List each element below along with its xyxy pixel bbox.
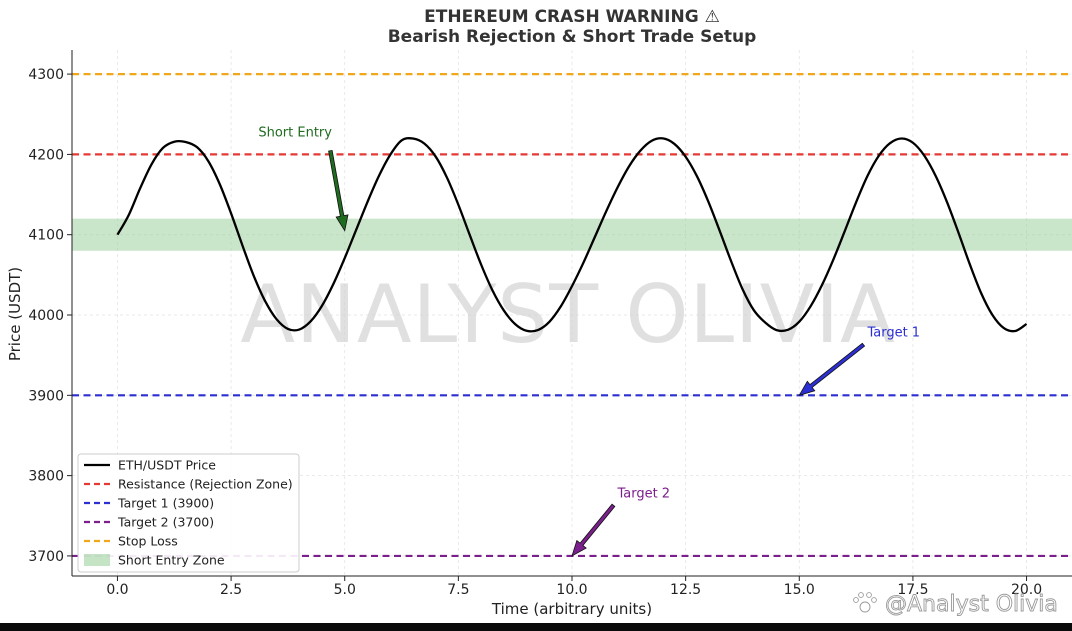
corner-watermark: @Analyst Olivia xyxy=(853,592,1058,617)
legend-label-0: ETH/USDT Price xyxy=(118,458,216,473)
y-tick-label-1: 3800 xyxy=(28,469,64,485)
legend: ETH/USDT Price Resistance (Rejection Zone… xyxy=(77,453,300,573)
hline-layer xyxy=(72,72,1072,558)
x-tick-label-7: 17.5 xyxy=(897,582,928,598)
legend-label-3: Target 2 (3700) xyxy=(117,515,214,530)
chart-title: ETHEREUM CRASH WARNING ⚠ xyxy=(424,7,720,27)
annotation-label-1: Target 1 xyxy=(866,326,920,341)
axes-layer: 0.0 2.5 5.0 7.5 10.0 12.5 15.0 17.5 20.0 3700 3800… xyxy=(28,50,1072,598)
annotation-label-2: Target 2 xyxy=(616,486,670,501)
bottom-bar xyxy=(0,623,1072,631)
corner-watermark-text: @Analyst Olivia xyxy=(885,592,1058,617)
x-tick-label-2: 5.0 xyxy=(334,582,356,598)
x-axis-label: Time (arbitrary units) xyxy=(491,600,652,618)
line-layer xyxy=(116,137,1028,333)
legend-label-5: Short Entry Zone xyxy=(118,553,225,568)
x-tick-label-6: 15.0 xyxy=(784,582,815,598)
paw-logo-icon xyxy=(853,592,877,613)
eth-price-line xyxy=(116,137,1028,333)
x-tick-label-5: 12.5 xyxy=(670,582,701,598)
y-axis-label: Price (USDT) xyxy=(6,267,24,361)
annotation-arrow-0 xyxy=(328,149,349,232)
y-tick-label-4: 4100 xyxy=(28,228,64,244)
x-tick-label-1: 2.5 xyxy=(220,582,242,598)
watermark-text: ANALYST OLIVIA xyxy=(240,268,895,361)
legend-box xyxy=(77,453,300,573)
annotation-label-0: Short Entry xyxy=(258,126,332,141)
short-entry-zone-band xyxy=(72,218,1072,251)
legend-swatch-5 xyxy=(84,554,110,566)
y-tick-label-6: 4300 xyxy=(28,67,64,83)
x-tick-label-0: 0.0 xyxy=(106,582,128,598)
annotation-arrow-1 xyxy=(798,342,866,396)
annotation-layer: Short Entry Target 1 Target 2 xyxy=(258,126,920,557)
zone-layer xyxy=(72,218,1072,251)
legend-label-1: Resistance (Rejection Zone) xyxy=(118,477,293,492)
y-tick-label-0: 3700 xyxy=(28,549,64,565)
x-tick-label-8: 20.0 xyxy=(1011,582,1042,598)
legend-label-4: Stop Loss xyxy=(118,534,178,549)
chart-subtitle: Bearish Rejection & Short Trade Setup xyxy=(388,27,757,47)
x-tick-label-3: 7.5 xyxy=(447,582,469,598)
legend-label-2: Target 1 (3900) xyxy=(117,496,214,511)
y-tick-label-2: 3900 xyxy=(28,388,64,404)
annotation-arrow-2 xyxy=(571,503,616,557)
y-tick-label-3: 4000 xyxy=(28,308,64,324)
x-tick-label-4: 10.0 xyxy=(556,582,587,598)
y-tick-label-5: 4200 xyxy=(28,147,64,163)
